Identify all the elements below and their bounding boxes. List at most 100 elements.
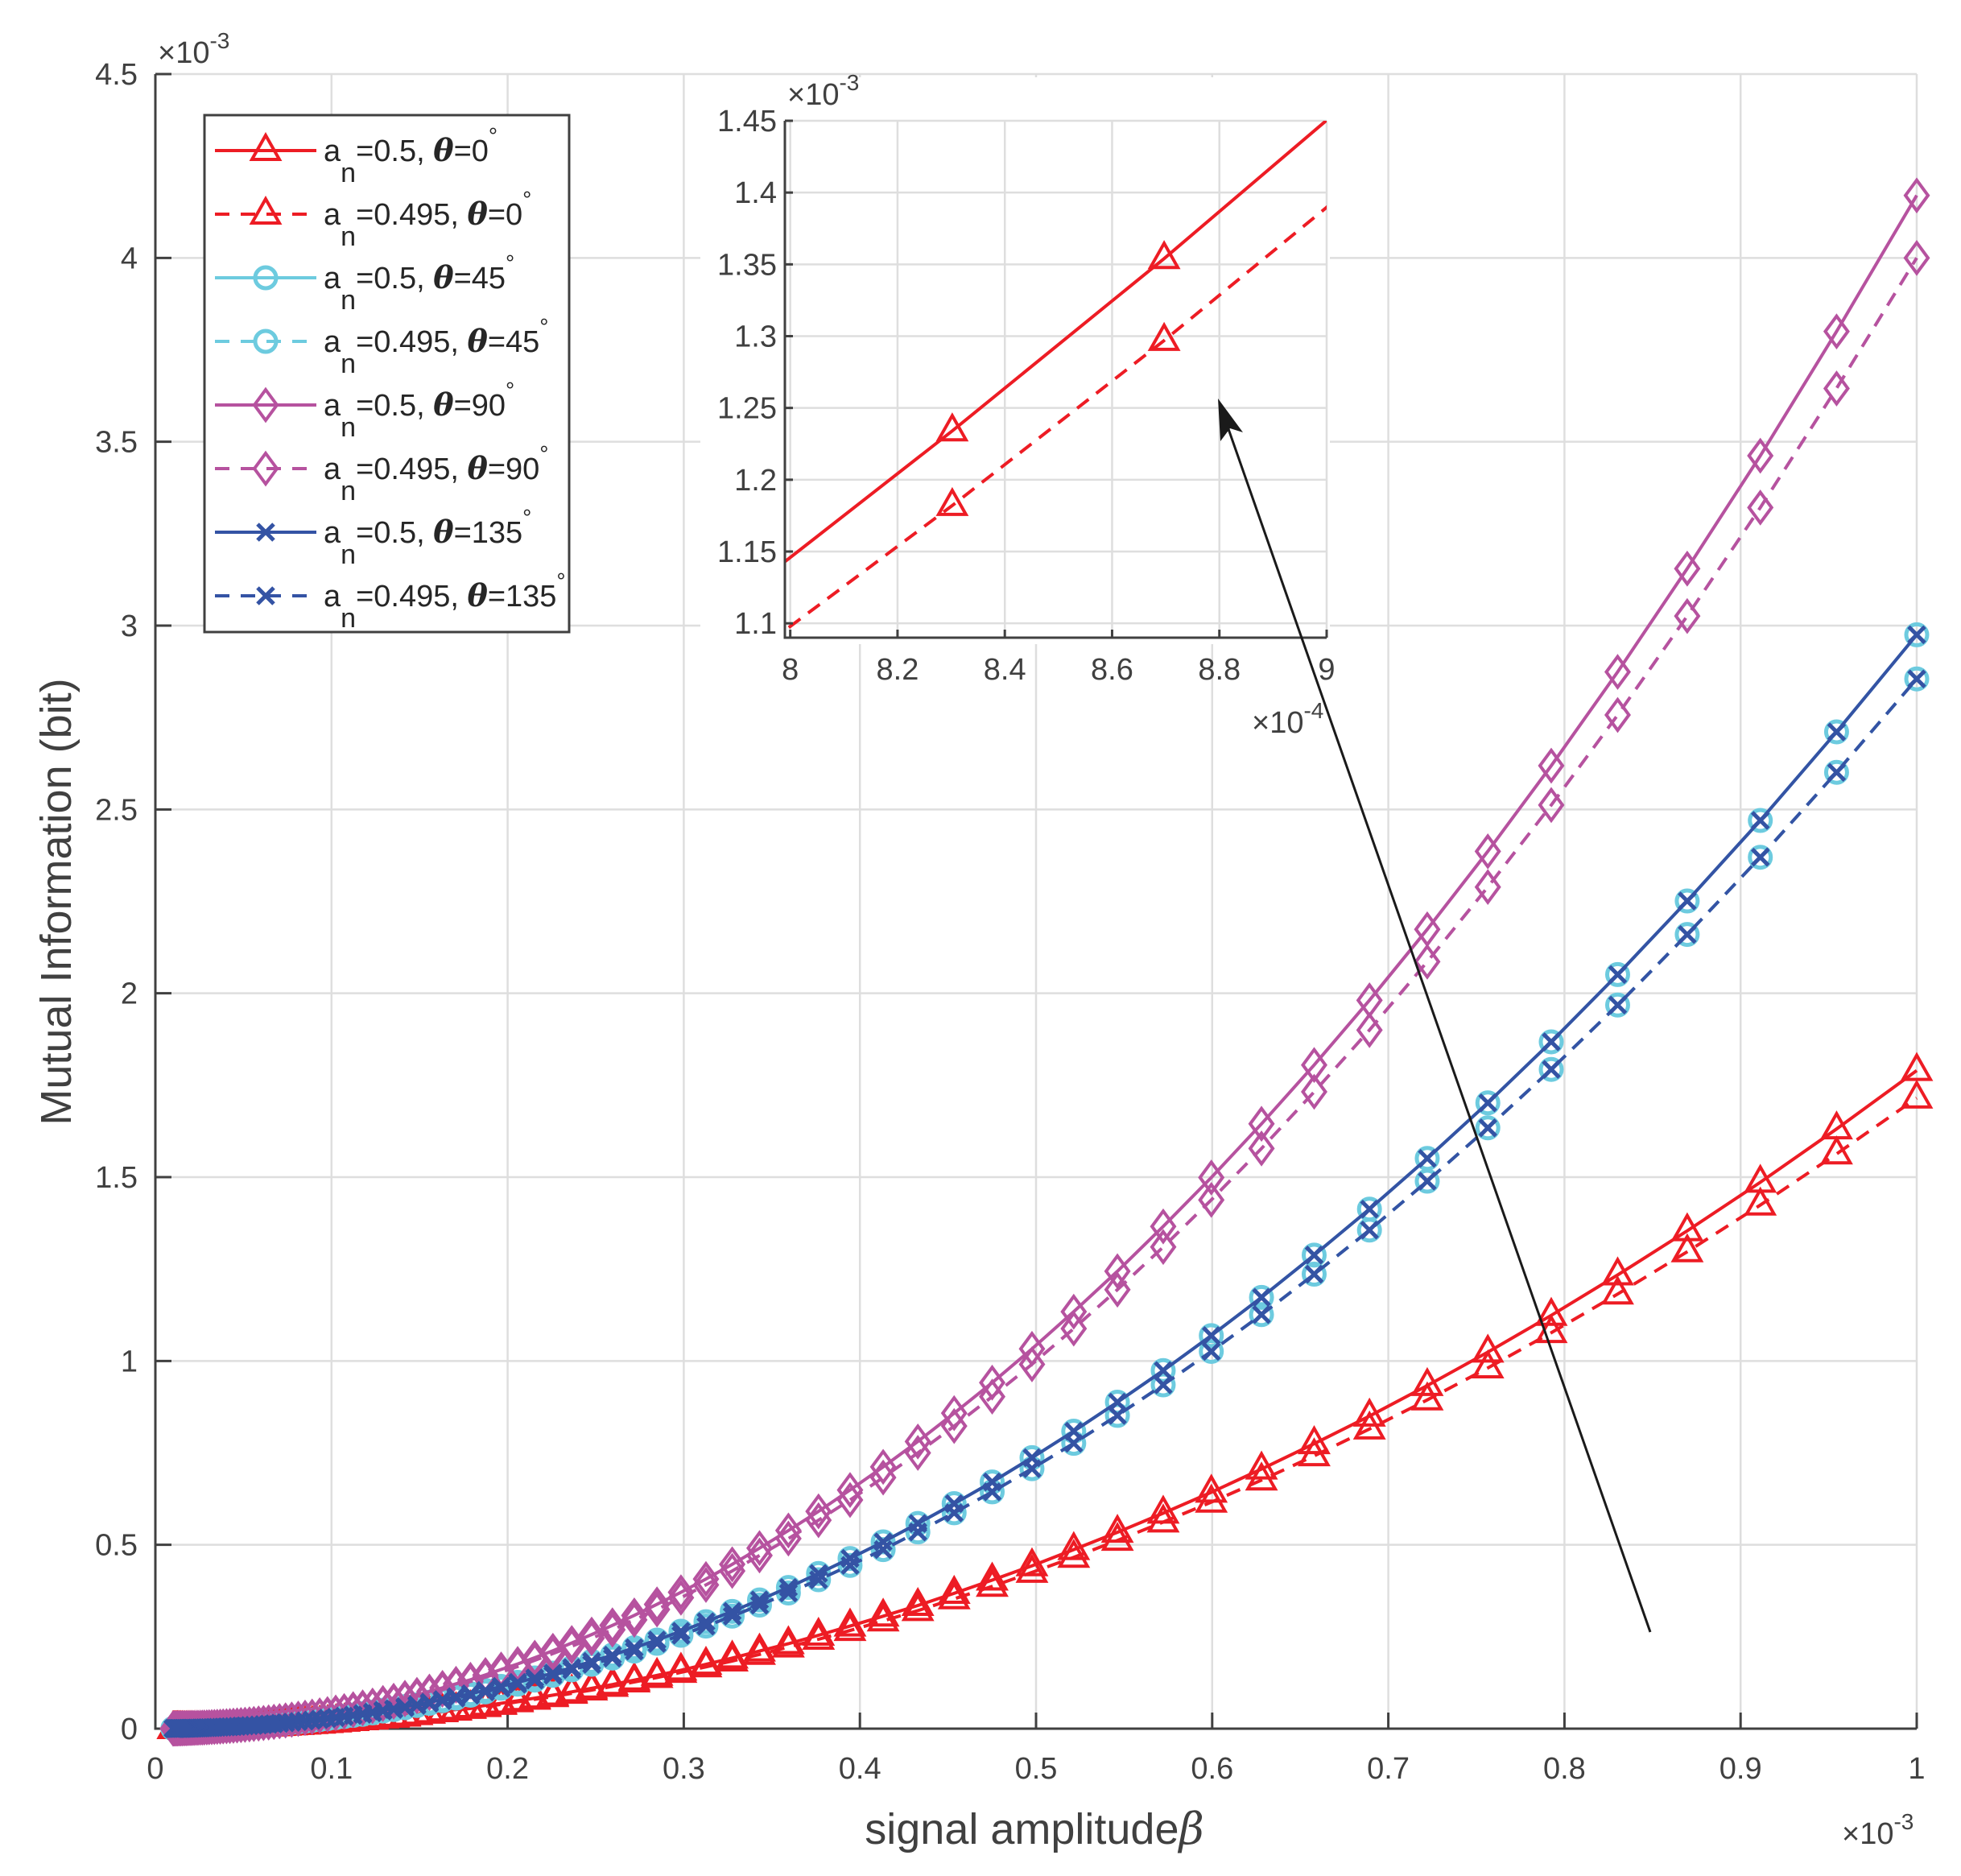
diamond-marker bbox=[667, 1580, 695, 1616]
diamond-marker bbox=[1198, 1181, 1225, 1218]
diamond-marker bbox=[1060, 1293, 1088, 1330]
legend-label: an=0.5, θ=45° bbox=[324, 250, 514, 316]
x-marker bbox=[908, 1522, 927, 1542]
diamond-marker bbox=[380, 1684, 407, 1721]
diamond-marker bbox=[1674, 597, 1701, 634]
inset-axes bbox=[783, 119, 1328, 639]
label-angle: =0 bbox=[488, 198, 522, 232]
y-tick-label: 1.5 bbox=[95, 1161, 138, 1195]
diamond-marker bbox=[904, 1423, 931, 1460]
label-a: a bbox=[324, 580, 341, 614]
label-theta: θ bbox=[467, 323, 488, 359]
triangle-marker bbox=[1670, 1233, 1704, 1262]
series-line bbox=[172, 677, 1918, 1730]
diamond-marker bbox=[1018, 1346, 1046, 1382]
diamond-marker bbox=[1747, 437, 1774, 474]
label-theta: θ bbox=[467, 196, 488, 232]
diamond-marker bbox=[940, 1407, 968, 1444]
diamond-marker bbox=[745, 1537, 773, 1574]
diamond-marker bbox=[1903, 177, 1930, 214]
circle-marker bbox=[1604, 992, 1630, 1018]
x-marker bbox=[749, 1590, 770, 1609]
legend-item: an=0.5, θ=135° bbox=[215, 505, 531, 570]
label-value: =0.5, bbox=[356, 262, 433, 295]
legend-box bbox=[203, 114, 571, 634]
circle-marker bbox=[1823, 759, 1849, 785]
inset-axis-lines bbox=[783, 121, 1327, 639]
diamond-marker bbox=[1674, 550, 1701, 587]
label-a: a bbox=[324, 198, 341, 232]
diamond-marker bbox=[252, 450, 279, 487]
x-marker bbox=[1678, 891, 1697, 911]
diamond-marker bbox=[621, 1601, 648, 1638]
diamond-marker bbox=[667, 1574, 695, 1610]
x-axis-label: signal amplitudeβ bbox=[865, 1804, 1203, 1854]
diamond-marker bbox=[558, 1628, 585, 1665]
legend-label: an=0.495, θ=0° bbox=[324, 187, 531, 252]
diamond-marker bbox=[1060, 1310, 1088, 1347]
x-marker bbox=[1154, 1375, 1173, 1395]
triangle-marker bbox=[833, 1607, 867, 1637]
diamond-marker bbox=[1414, 944, 1441, 980]
circle-marker bbox=[1249, 1284, 1274, 1310]
label-subscript: n bbox=[341, 285, 356, 316]
label-value: =0.5, bbox=[356, 516, 433, 550]
diamond-marker bbox=[940, 1395, 968, 1432]
x-tick-label: 1 bbox=[1908, 1752, 1925, 1786]
triangle-marker bbox=[866, 1602, 900, 1632]
label-theta: θ bbox=[433, 514, 454, 550]
circle-marker bbox=[253, 329, 279, 354]
x-marker bbox=[809, 1570, 828, 1589]
x-marker bbox=[1478, 1118, 1497, 1138]
diamond-marker bbox=[805, 1493, 832, 1530]
y-tick-label: 0 bbox=[121, 1713, 138, 1746]
legend-label: an=0.495, θ=90° bbox=[324, 441, 549, 506]
circle-marker bbox=[1475, 1090, 1501, 1116]
label-subscript: n bbox=[341, 221, 356, 252]
x-tick-label: 0.1 bbox=[310, 1752, 353, 1786]
triangle-marker bbox=[901, 1586, 935, 1617]
circle-marker bbox=[1150, 1357, 1176, 1383]
triangle-marker bbox=[771, 1625, 805, 1655]
label-angle: =45 bbox=[454, 262, 506, 295]
triangle-marker bbox=[1352, 1410, 1386, 1440]
label-a: a bbox=[324, 262, 341, 295]
triangle-marker bbox=[737, 641, 764, 665]
inset-y-tick-label: 1.35 bbox=[717, 248, 777, 282]
label-a: a bbox=[324, 452, 341, 486]
x-marker bbox=[562, 1660, 582, 1680]
x-marker bbox=[1064, 1433, 1084, 1453]
x-marker bbox=[840, 1556, 860, 1576]
label-degree: ° bbox=[556, 568, 565, 593]
triangle-marker bbox=[1471, 1349, 1505, 1379]
triangle-marker bbox=[833, 1612, 867, 1642]
circle-marker bbox=[1414, 1168, 1440, 1194]
legend-item: an=0.5, θ=0° bbox=[215, 123, 497, 188]
diamond-marker bbox=[359, 1688, 386, 1725]
inset-series-0 bbox=[785, 121, 1327, 564]
y-tick-label: 4 bbox=[121, 242, 138, 275]
triangle-marker bbox=[901, 1592, 935, 1622]
triangle-marker bbox=[1147, 240, 1181, 270]
diamond-marker bbox=[1747, 490, 1774, 526]
label-a: a bbox=[324, 516, 341, 550]
triangle-marker bbox=[1146, 1503, 1180, 1533]
label-value: =0.5, bbox=[356, 134, 433, 168]
x-tick-label: 0.2 bbox=[486, 1752, 529, 1786]
label-degree: ° bbox=[539, 441, 548, 466]
x-tick-label: 0.3 bbox=[663, 1752, 705, 1786]
x-marker bbox=[1304, 1264, 1324, 1284]
inset-y-tick-label: 1.25 bbox=[717, 392, 777, 426]
inset-series-line bbox=[785, 205, 1327, 633]
x-marker bbox=[873, 1532, 893, 1552]
label-subscript: n bbox=[341, 476, 356, 506]
x-marker bbox=[1201, 1326, 1221, 1345]
label-angle: =0 bbox=[454, 134, 489, 168]
x-marker bbox=[295, 1711, 315, 1731]
diamond-marker bbox=[1538, 787, 1565, 824]
x-marker bbox=[625, 1641, 644, 1661]
circle-marker bbox=[1674, 888, 1700, 914]
series-1 bbox=[156, 1079, 1934, 1739]
label-theta: θ bbox=[433, 132, 454, 168]
